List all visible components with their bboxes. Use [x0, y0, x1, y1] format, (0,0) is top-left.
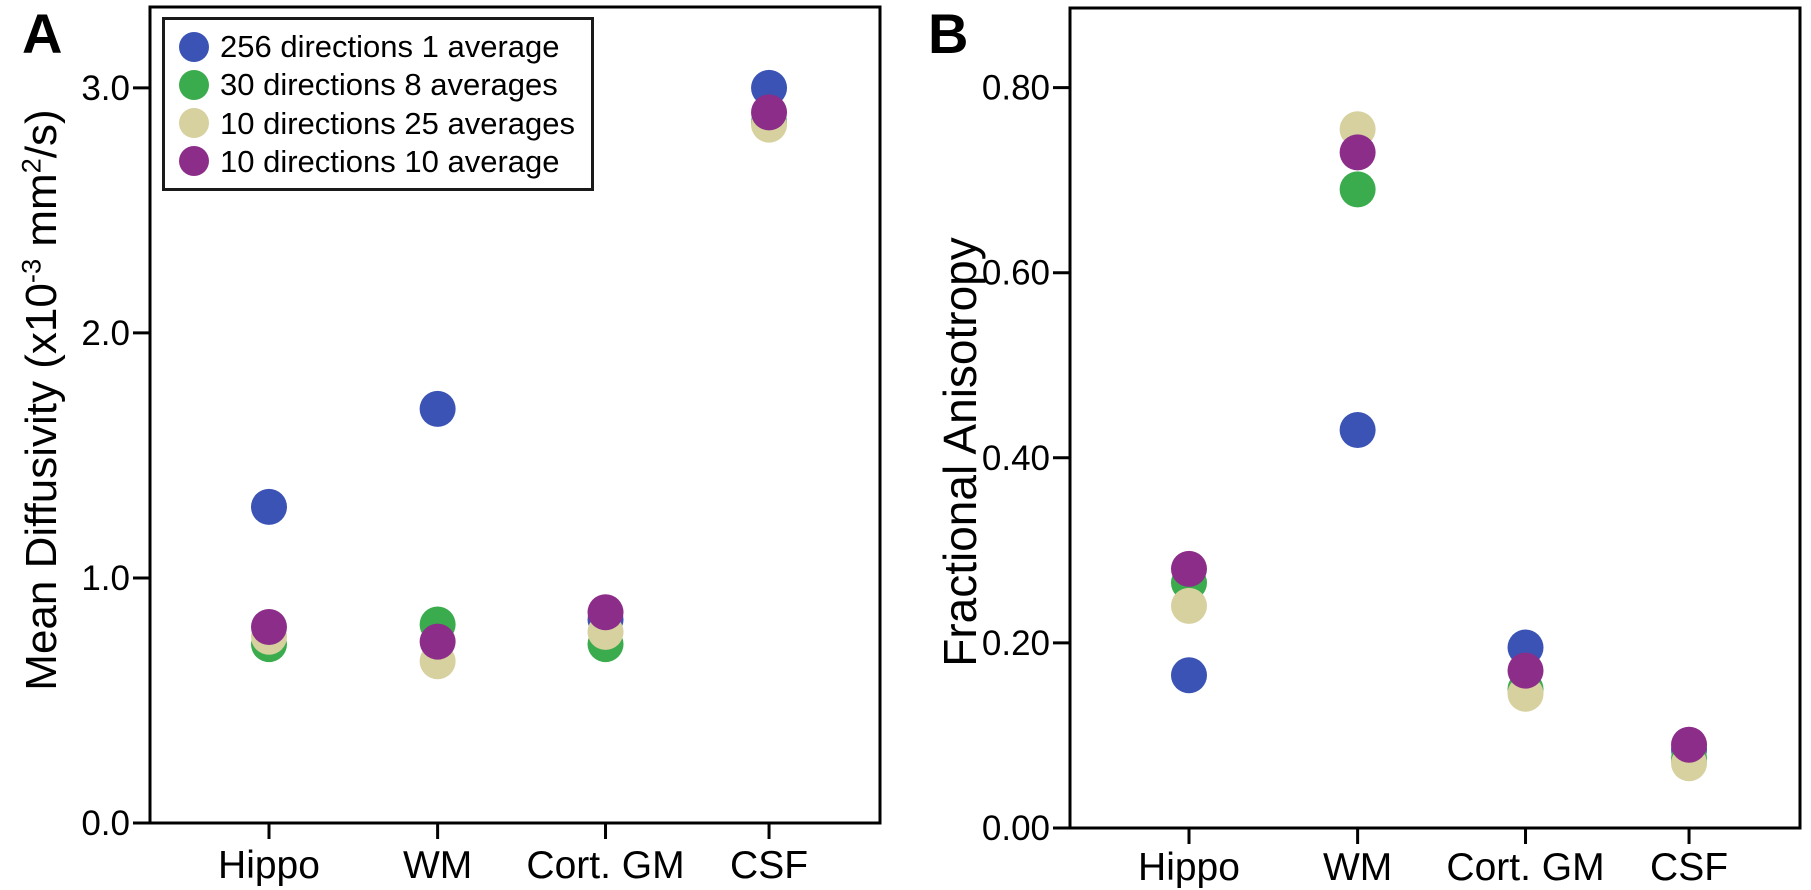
x-category-label-b: Cort. GM: [1446, 846, 1604, 889]
panel-b-y-axis-title: Fractional Anisotropy: [934, 237, 986, 667]
data-point-a-hippo-s3: [250, 608, 287, 645]
legend-item-label: 256 directions 1 average: [220, 29, 560, 64]
legend-item: 256 directions 1 average: [179, 28, 591, 65]
y-tick-label-b: 0.00: [982, 809, 1050, 848]
plot-box-a: [148, 5, 882, 825]
legend-item-label: 10 directions 10 average: [220, 143, 560, 179]
y-tick-label-b: 0.60: [982, 254, 1050, 293]
panel-a-y-axis-title: Mean Diffusivity (x10-3 mm2/s): [15, 109, 66, 691]
x-category-label-a: Cort. GM: [526, 844, 684, 887]
y-label-a-text: Mean Diffusivity (x10: [17, 283, 66, 691]
data-point-b-hippo-s3: [1170, 550, 1207, 587]
data-point-b-wm-s1: [1339, 171, 1376, 208]
y-label-a-superscript-exponent: -3: [15, 258, 47, 284]
legend-item: 10 directions 25 averages: [179, 105, 591, 142]
data-point-b-hippo-s0: [1170, 657, 1207, 694]
data-point-b-cort-gm-s3: [1507, 652, 1544, 689]
x-category-label-a: WM: [403, 844, 472, 887]
legend-item-label: 30 directions 8 averages: [220, 67, 558, 103]
legend-item-label: 10 directions 25 averages: [220, 105, 576, 141]
panel-b-label: B: [928, 2, 968, 65]
legend-box: 256 directions 1 average 30 directions 8…: [162, 17, 594, 191]
plot-box-b: [1068, 6, 1802, 830]
data-point-a-cort-gm-s3: [587, 594, 624, 631]
data-point-a-wm-s3: [419, 623, 456, 660]
y-tick-label-a: 3.0: [81, 69, 130, 108]
y-tick-label-a: 1.0: [81, 559, 130, 598]
legend-item: 30 directions 8 averages: [179, 66, 591, 103]
data-point-b-wm-s3: [1339, 134, 1376, 171]
x-category-label-b: WM: [1323, 846, 1392, 889]
y-tick-label-b: 0.20: [982, 624, 1050, 663]
y-tick-label-a: 2.0: [81, 314, 130, 353]
x-category-label-b: Hippo: [1138, 846, 1240, 889]
legend-marker-purple-icon: [179, 146, 209, 177]
data-point-a-csf-s3: [751, 94, 788, 131]
x-category-label-b: CSF: [1650, 846, 1728, 889]
y-label-a-superscript-squared: 2: [15, 158, 47, 174]
legend-marker-tan-icon: [179, 108, 209, 139]
y-tick-label-a: 0.0: [81, 804, 130, 843]
data-point-a-hippo-s0: [250, 488, 287, 525]
legend-marker-green-icon: [179, 69, 209, 100]
y-label-a-text: mm: [17, 173, 66, 259]
x-category-label-a: Hippo: [218, 844, 320, 887]
data-point-b-hippo-s2: [1170, 587, 1207, 624]
y-tick-label-b: 0.40: [982, 439, 1050, 478]
data-point-a-wm-s0: [419, 390, 456, 427]
y-tick-label-b: 0.80: [982, 69, 1050, 108]
data-point-b-csf-s3: [1671, 726, 1708, 763]
legend-marker-blue-icon: [179, 31, 209, 62]
x-category-label-a: CSF: [730, 844, 808, 887]
y-label-a-text: /s): [17, 109, 66, 159]
panel-a-label: A: [22, 2, 62, 65]
legend-item: 10 directions 10 average: [179, 143, 591, 180]
data-point-b-wm-s0: [1339, 412, 1376, 449]
